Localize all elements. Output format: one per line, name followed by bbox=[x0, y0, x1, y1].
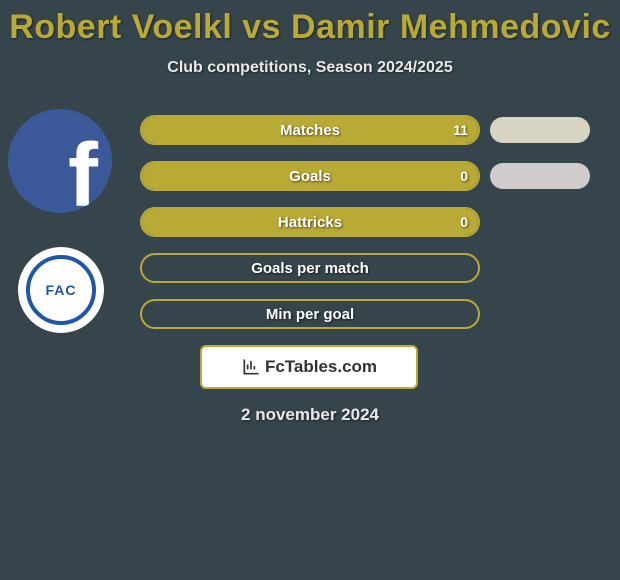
chart-icon bbox=[241, 357, 261, 377]
subtitle: Club competitions, Season 2024/2025 bbox=[0, 59, 620, 77]
snapshot-date: 2 november 2024 bbox=[0, 405, 620, 425]
player1-avatar: f bbox=[8, 109, 112, 213]
player2-club-badge: FAC bbox=[18, 247, 104, 333]
stat-label: Goals per match bbox=[142, 255, 478, 281]
brand-box: FcTables.com bbox=[200, 345, 418, 389]
stat-value: 11 bbox=[453, 117, 468, 143]
stat-bars: Matches11Goals0Hattricks0Goals per match… bbox=[140, 115, 480, 345]
club-badge-ring: FAC bbox=[26, 255, 96, 325]
club-initials: FAC bbox=[46, 282, 77, 298]
stat-bar: Min per goal bbox=[140, 299, 480, 329]
stat-bar: Goals0 bbox=[140, 161, 480, 191]
stat-bar: Hattricks0 bbox=[140, 207, 480, 237]
page-title: Robert Voelkl vs Damir Mehmedovic bbox=[0, 0, 620, 47]
comparison-panel: f FAC Matches11Goals0Hattricks0Goals per… bbox=[0, 115, 620, 355]
facebook-icon: f bbox=[68, 131, 98, 213]
stat-label: Min per goal bbox=[142, 301, 478, 327]
stat-bar: Matches11 bbox=[140, 115, 480, 145]
stat-bar: Goals per match bbox=[140, 253, 480, 283]
stat-label: Hattricks bbox=[142, 209, 478, 235]
stat-value: 0 bbox=[460, 209, 468, 235]
stat-label: Goals bbox=[142, 163, 478, 189]
comparison-pill bbox=[490, 117, 590, 143]
brand-text: FcTables.com bbox=[265, 357, 377, 377]
comparison-pill bbox=[490, 163, 590, 189]
stat-label: Matches bbox=[142, 117, 478, 143]
stat-value: 0 bbox=[460, 163, 468, 189]
